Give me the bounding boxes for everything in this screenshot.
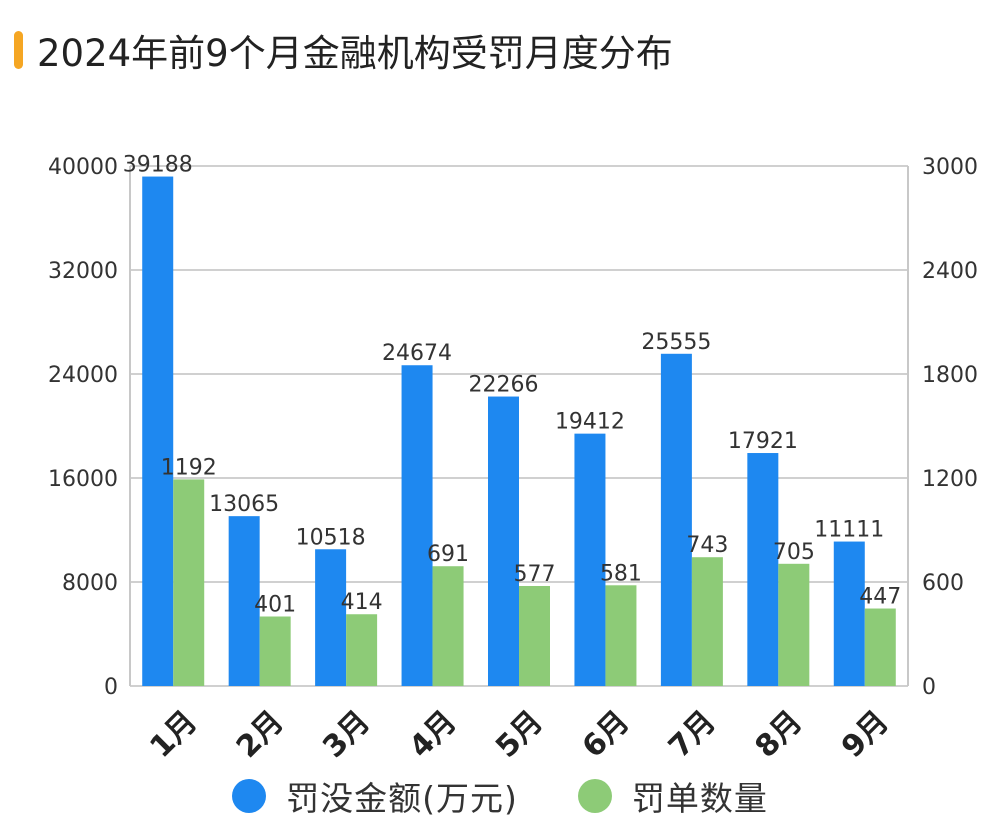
y-right-tick-label: 1200 xyxy=(922,467,978,492)
bar-count xyxy=(691,557,723,686)
data-label-count: 447 xyxy=(859,585,901,610)
legend: 罚没金额(万元) 罚单数量 xyxy=(0,772,1000,820)
legend-swatch-amount xyxy=(232,779,267,813)
data-label-amount: 25555 xyxy=(641,330,711,355)
bar-amount xyxy=(747,453,779,686)
data-label-amount: 19412 xyxy=(555,410,625,435)
bar-amount xyxy=(574,433,606,686)
legend-label-amount: 罚没金额(万元) xyxy=(286,779,518,818)
bar-count xyxy=(346,614,378,686)
data-label-count: 577 xyxy=(514,562,556,587)
data-label-count: 691 xyxy=(427,542,469,567)
data-label-count: 401 xyxy=(254,592,296,617)
x-category-label: 6月 xyxy=(576,704,637,765)
x-category-label: 8月 xyxy=(749,704,810,765)
legend-swatch-count xyxy=(577,779,612,813)
y-left-tick-label: 0 xyxy=(104,675,118,700)
data-label-amount: 22266 xyxy=(469,373,539,398)
y-left-tick-label: 40000 xyxy=(48,155,118,180)
y-left-tick-label: 16000 xyxy=(48,467,118,492)
data-label-count: 1192 xyxy=(161,455,217,480)
data-label-count: 581 xyxy=(600,561,642,586)
y-right-tick-label: 2400 xyxy=(922,259,978,284)
y-left-tick-label: 32000 xyxy=(48,259,118,284)
y-right-tick-label: 1800 xyxy=(922,363,978,388)
x-category-label: 2月 xyxy=(230,704,291,765)
legend-label-count: 罚单数量 xyxy=(631,779,768,818)
data-label-amount: 10518 xyxy=(296,525,366,550)
data-label-count: 743 xyxy=(686,533,728,558)
title-accent-bar xyxy=(14,31,23,69)
bar-count xyxy=(778,563,810,686)
x-category-label: 3月 xyxy=(316,704,377,765)
bar-amount xyxy=(660,353,692,686)
x-category-label: 5月 xyxy=(489,704,550,765)
y-right-tick-label: 600 xyxy=(922,571,964,596)
data-label-amount: 13065 xyxy=(209,492,279,517)
data-label-amount: 17921 xyxy=(728,429,798,454)
y-left-tick-label: 24000 xyxy=(48,363,118,388)
bar-count xyxy=(173,479,205,686)
data-label-count: 414 xyxy=(341,590,383,615)
bar-amount xyxy=(315,549,347,686)
bar-amount xyxy=(401,365,433,686)
chart-title-block: 2024年前9个月金融机构受罚月度分布 xyxy=(14,22,673,78)
bar-count xyxy=(864,608,896,686)
y-left-tick-label: 8000 xyxy=(62,571,118,596)
x-category-label: 7月 xyxy=(662,704,723,765)
bar-count xyxy=(259,616,291,686)
y-right-tick-label: 3000 xyxy=(922,155,978,180)
bar-amount xyxy=(228,516,260,686)
x-category-label: 1月 xyxy=(143,704,204,765)
data-label-amount: 11111 xyxy=(814,518,884,543)
data-label-amount: 39188 xyxy=(123,153,193,178)
bar-count xyxy=(432,566,464,686)
bar-amount xyxy=(142,176,174,686)
chart-plot: 0 8000 16000 24000 32000 40000 0 600 1200 1800 240… xyxy=(48,153,978,765)
bar-count xyxy=(519,585,550,686)
chart-title: 2024年前9个月金融机构受罚月度分布 xyxy=(37,32,673,75)
x-category-label: 9月 xyxy=(835,704,896,765)
data-label-amount: 24674 xyxy=(382,341,452,366)
legend-item-amount[interactable]: 罚没金额(万元) xyxy=(232,772,518,820)
data-label-count: 705 xyxy=(773,540,815,565)
bar-amount xyxy=(833,541,865,686)
y-right-tick-label: 0 xyxy=(922,675,936,700)
legend-item-count[interactable]: 罚单数量 xyxy=(577,772,768,820)
bar-count xyxy=(605,585,637,686)
bar-amount xyxy=(488,396,519,686)
x-category-label: 4月 xyxy=(403,704,464,765)
